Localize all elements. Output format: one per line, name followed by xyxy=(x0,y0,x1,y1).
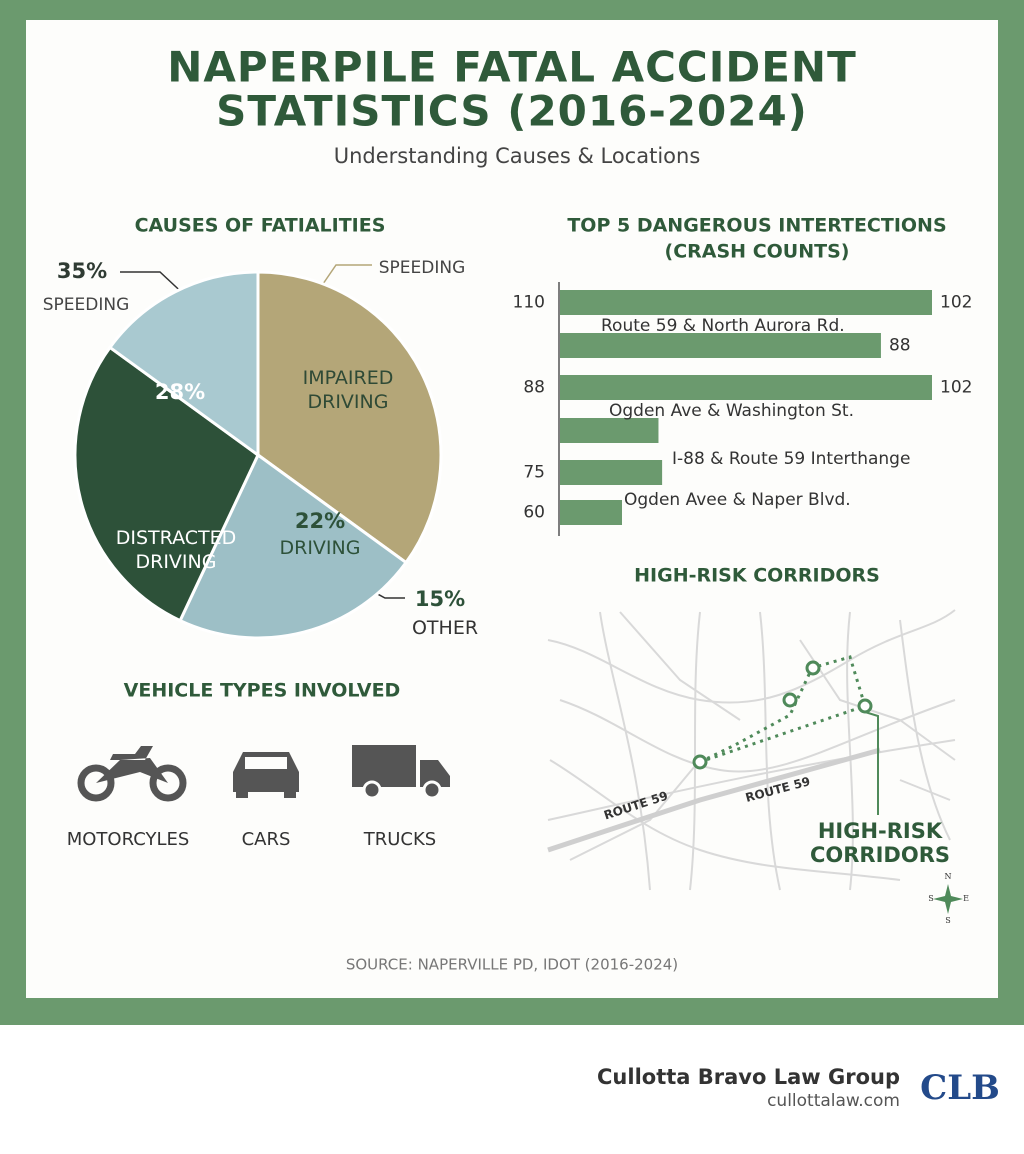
bar xyxy=(560,290,932,315)
hotspot xyxy=(692,754,708,770)
map-callout: HIGH-RISK CORRIDORS xyxy=(810,819,950,867)
street xyxy=(899,619,951,841)
cargo xyxy=(352,745,416,787)
leader xyxy=(864,711,879,815)
compass-letter: S xyxy=(928,894,933,903)
street xyxy=(547,609,956,704)
bar-title: TOP 5 DANGEROUS INTERTECTIONS xyxy=(567,215,946,237)
category-label: 75 xyxy=(523,463,545,483)
vehicles-title: VEHICLE TYPES INVOLVED xyxy=(124,680,401,702)
street xyxy=(619,611,741,721)
street xyxy=(689,611,701,891)
url: cullottalaw.com xyxy=(767,1091,900,1111)
intersection-label: Route 59 & North Aurora Rd. xyxy=(601,316,845,336)
hotspot xyxy=(782,692,798,708)
intersection-label: Ogden Avee & Naper Blvd. xyxy=(624,490,851,510)
motorcycle-icon xyxy=(77,746,187,802)
wheel xyxy=(77,764,115,802)
window xyxy=(245,757,287,769)
pie-slice xyxy=(107,270,260,458)
compass-letter: S xyxy=(945,916,950,925)
street xyxy=(899,779,951,801)
value-label: 102 xyxy=(940,378,972,398)
wheel xyxy=(236,788,248,798)
route xyxy=(547,747,881,853)
category-label: 88 xyxy=(523,378,545,398)
vehicle-label: CARS xyxy=(242,829,291,850)
source: SOURCE: NAPERVILLE PD, IDOT (2016-2024) xyxy=(346,956,678,974)
subtitle: Understanding Causes & Locations xyxy=(334,144,701,168)
compass-letter: E xyxy=(963,894,969,903)
corridor xyxy=(699,655,867,764)
street xyxy=(549,759,901,881)
street xyxy=(846,611,854,891)
bar xyxy=(560,418,659,443)
map-title: HIGH-RISK CORRIDORS xyxy=(634,565,880,587)
slice-label: IMPAIRED DRIVING xyxy=(303,367,394,413)
title-line: STATISTICS (2016-2024) xyxy=(216,87,808,136)
category-label: 110 xyxy=(513,293,545,313)
compass xyxy=(933,884,963,914)
wheel xyxy=(149,764,187,802)
street xyxy=(569,759,701,861)
value-label: 15% xyxy=(415,587,465,611)
bar-title: (CRASH COUNTS) xyxy=(665,241,850,263)
cab xyxy=(420,760,450,787)
street xyxy=(559,699,956,773)
value-label: 88 xyxy=(889,336,911,356)
wheel xyxy=(284,788,296,798)
bar xyxy=(560,500,622,525)
intersection-label: Ogden Ave & Washington St. xyxy=(609,401,854,421)
annotation: SPEEDING xyxy=(379,258,466,278)
street xyxy=(599,611,651,891)
category-label: 60 xyxy=(523,503,545,523)
value-label: 35% xyxy=(57,259,107,283)
bar xyxy=(560,460,663,485)
hotspot xyxy=(805,660,821,676)
vehicle-label: MOTORCYLES xyxy=(67,829,190,850)
annotation: SPEEDING xyxy=(43,295,130,315)
slice-label: OTHER xyxy=(412,617,478,639)
pie-slice xyxy=(73,345,260,623)
footer-band xyxy=(0,1025,1024,1154)
pie-slice xyxy=(256,270,443,565)
truck-icon xyxy=(352,745,450,800)
intersection-label: I-88 & Route 59 Interthange xyxy=(672,449,910,469)
bar xyxy=(560,375,932,400)
compass-letter: N xyxy=(945,872,952,881)
title-line: NAPERPILE FATAL ACCIDENT xyxy=(167,43,856,92)
car-icon xyxy=(233,752,299,798)
vehicle-label: TRUCKS xyxy=(363,829,436,850)
body xyxy=(96,746,168,783)
value-label: 28% xyxy=(155,380,205,404)
slice-label: DRIVING xyxy=(280,537,361,559)
wheel xyxy=(362,780,382,800)
value-label: 102 xyxy=(940,293,972,313)
slice-label: DISTRACTED DRIVING xyxy=(116,527,237,573)
value-label: 22% xyxy=(295,509,345,533)
wheel xyxy=(422,780,442,800)
hotspot xyxy=(857,698,873,714)
company: Cullotta Bravo Law Group xyxy=(597,1065,900,1089)
street xyxy=(759,611,781,891)
bar xyxy=(560,333,881,358)
pie-title: CAUSES OF FATIALITIES xyxy=(135,215,386,237)
logo: CLB xyxy=(920,1068,1000,1108)
